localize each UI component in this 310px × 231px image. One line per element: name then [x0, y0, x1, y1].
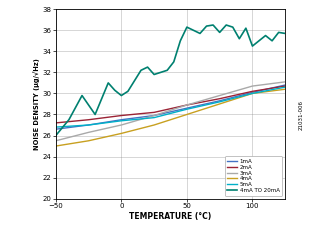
Line: 2mA: 2mA	[56, 86, 285, 123]
Line: 4mA: 4mA	[56, 89, 285, 146]
Y-axis label: NOISE DENSITY (µg/√Hz): NOISE DENSITY (µg/√Hz)	[33, 58, 40, 150]
5mA	[87, 124, 91, 126]
4mA TO 20mA	[93, 113, 97, 116]
4mA TO 20mA	[179, 40, 182, 42]
3mA	[119, 124, 123, 126]
4mA	[218, 103, 222, 105]
2mA	[250, 90, 254, 93]
4mA TO 20mA	[211, 24, 215, 26]
5mA	[54, 126, 58, 128]
4mA TO 20mA	[257, 40, 261, 42]
2mA	[185, 104, 189, 106]
3mA	[87, 131, 91, 134]
Text: 21031-006: 21031-006	[298, 100, 303, 131]
5mA	[152, 116, 156, 119]
4mA TO 20mA	[54, 134, 58, 137]
4mA TO 20mA	[113, 89, 117, 92]
4mA TO 20mA	[218, 31, 222, 34]
X-axis label: TEMPERATURE (°C): TEMPERATURE (°C)	[129, 212, 212, 221]
2mA	[218, 97, 222, 100]
1mA	[54, 128, 58, 131]
4mA TO 20mA	[80, 94, 84, 97]
4mA TO 20mA	[237, 37, 241, 40]
2mA	[119, 114, 123, 117]
5mA	[250, 92, 254, 95]
2mA	[54, 122, 58, 124]
4mA TO 20mA	[67, 118, 71, 121]
4mA TO 20mA	[224, 24, 228, 26]
4mA	[119, 132, 123, 135]
2mA	[87, 118, 91, 121]
4mA TO 20mA	[165, 69, 169, 72]
4mA	[152, 124, 156, 126]
4mA TO 20mA	[205, 25, 208, 27]
3mA	[54, 139, 58, 142]
1mA	[185, 107, 189, 109]
4mA TO 20mA	[250, 45, 254, 47]
4mA TO 20mA	[231, 26, 235, 28]
3mA	[152, 114, 156, 117]
3mA	[250, 85, 254, 88]
4mA TO 20mA	[192, 29, 195, 32]
3mA	[185, 104, 189, 106]
4mA TO 20mA	[119, 94, 123, 97]
5mA	[185, 108, 189, 111]
Line: 5mA: 5mA	[56, 87, 285, 127]
4mA TO 20mA	[283, 32, 287, 35]
2mA	[152, 111, 156, 114]
Line: 4mA TO 20mA: 4mA TO 20mA	[56, 25, 285, 136]
2mA	[283, 85, 287, 88]
4mA TO 20mA	[172, 61, 176, 63]
Legend: 1mA, 2mA, 3mA, 4mA, 5mA, 4mA TO 20mA: 1mA, 2mA, 3mA, 4mA, 5mA, 4mA TO 20mA	[225, 156, 282, 196]
3mA	[283, 80, 287, 83]
5mA	[283, 86, 287, 88]
Line: 1mA: 1mA	[56, 85, 285, 129]
1mA	[283, 84, 287, 86]
4mA TO 20mA	[139, 69, 143, 72]
1mA	[218, 99, 222, 102]
1mA	[250, 91, 254, 94]
4mA	[250, 92, 254, 95]
4mA TO 20mA	[244, 27, 248, 30]
4mA TO 20mA	[270, 40, 274, 42]
4mA TO 20mA	[185, 26, 189, 28]
1mA	[87, 124, 91, 126]
4mA TO 20mA	[146, 66, 149, 69]
1mA	[119, 118, 123, 121]
5mA	[119, 119, 123, 122]
4mA TO 20mA	[277, 31, 281, 34]
4mA TO 20mA	[264, 34, 268, 37]
4mA	[54, 145, 58, 147]
4mA TO 20mA	[133, 79, 136, 82]
4mA TO 20mA	[126, 90, 130, 93]
1mA	[152, 114, 156, 117]
4mA	[185, 113, 189, 116]
4mA	[87, 139, 91, 142]
4mA TO 20mA	[152, 73, 156, 76]
4mA TO 20mA	[198, 32, 202, 35]
4mA TO 20mA	[159, 71, 162, 74]
Line: 3mA: 3mA	[56, 82, 285, 141]
4mA	[283, 88, 287, 91]
4mA TO 20mA	[106, 82, 110, 84]
5mA	[218, 100, 222, 103]
3mA	[218, 94, 222, 97]
